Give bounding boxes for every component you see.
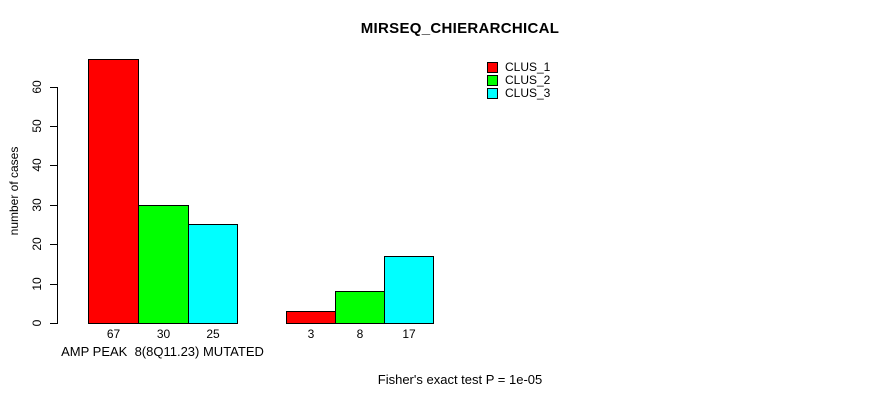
legend: CLUS_1 CLUS_2 CLUS_3 (487, 61, 550, 100)
bar (138, 205, 189, 324)
chart-title: MIRSEQ_CHIERARCHICAL (360, 20, 560, 37)
legend-swatch (487, 75, 498, 86)
y-tick-label: 0 (30, 319, 44, 327)
y-tick (50, 205, 57, 206)
bar (188, 224, 238, 324)
legend-label: CLUS_2 (505, 73, 551, 87)
y-tick (50, 126, 57, 127)
y-tick-label: 50 (30, 119, 44, 133)
y-tick-label: 20 (30, 237, 44, 251)
legend-swatch (487, 88, 498, 99)
bar-value-label: 25 (206, 327, 220, 341)
bar-value-label: 17 (402, 327, 416, 341)
bar-value-label: 3 (307, 327, 315, 341)
bar (88, 59, 139, 324)
y-tick-label: 60 (30, 80, 44, 94)
legend-row: CLUS_1 (487, 61, 550, 74)
bar-value-label: 67 (106, 327, 121, 341)
y-tick-label: 10 (30, 277, 44, 291)
legend-row: CLUS_2 (487, 74, 550, 87)
bar (384, 256, 434, 324)
legend-row: CLUS_3 (487, 87, 550, 100)
bar (286, 311, 336, 324)
y-tick-label: 30 (30, 198, 44, 212)
y-tick-label: 40 (30, 158, 44, 172)
y-tick (50, 165, 57, 166)
group-axis-label: AMP PEAK 8(8Q11.23) MUTATED (61, 344, 264, 359)
y-axis-line (57, 87, 58, 324)
legend-swatch (487, 62, 498, 73)
y-axis-label: number of cases (7, 146, 21, 236)
y-tick (50, 244, 57, 245)
bar-value-label: 8 (356, 327, 364, 341)
fisher-test-annotation: Fisher's exact test P = 1e-05 (377, 372, 543, 387)
bar (335, 291, 385, 324)
y-tick (50, 87, 57, 88)
y-tick (50, 323, 57, 324)
bar-value-label: 30 (156, 327, 171, 341)
legend-label: CLUS_3 (505, 86, 551, 100)
y-tick (50, 284, 57, 285)
legend-label: CLUS_1 (505, 60, 551, 74)
